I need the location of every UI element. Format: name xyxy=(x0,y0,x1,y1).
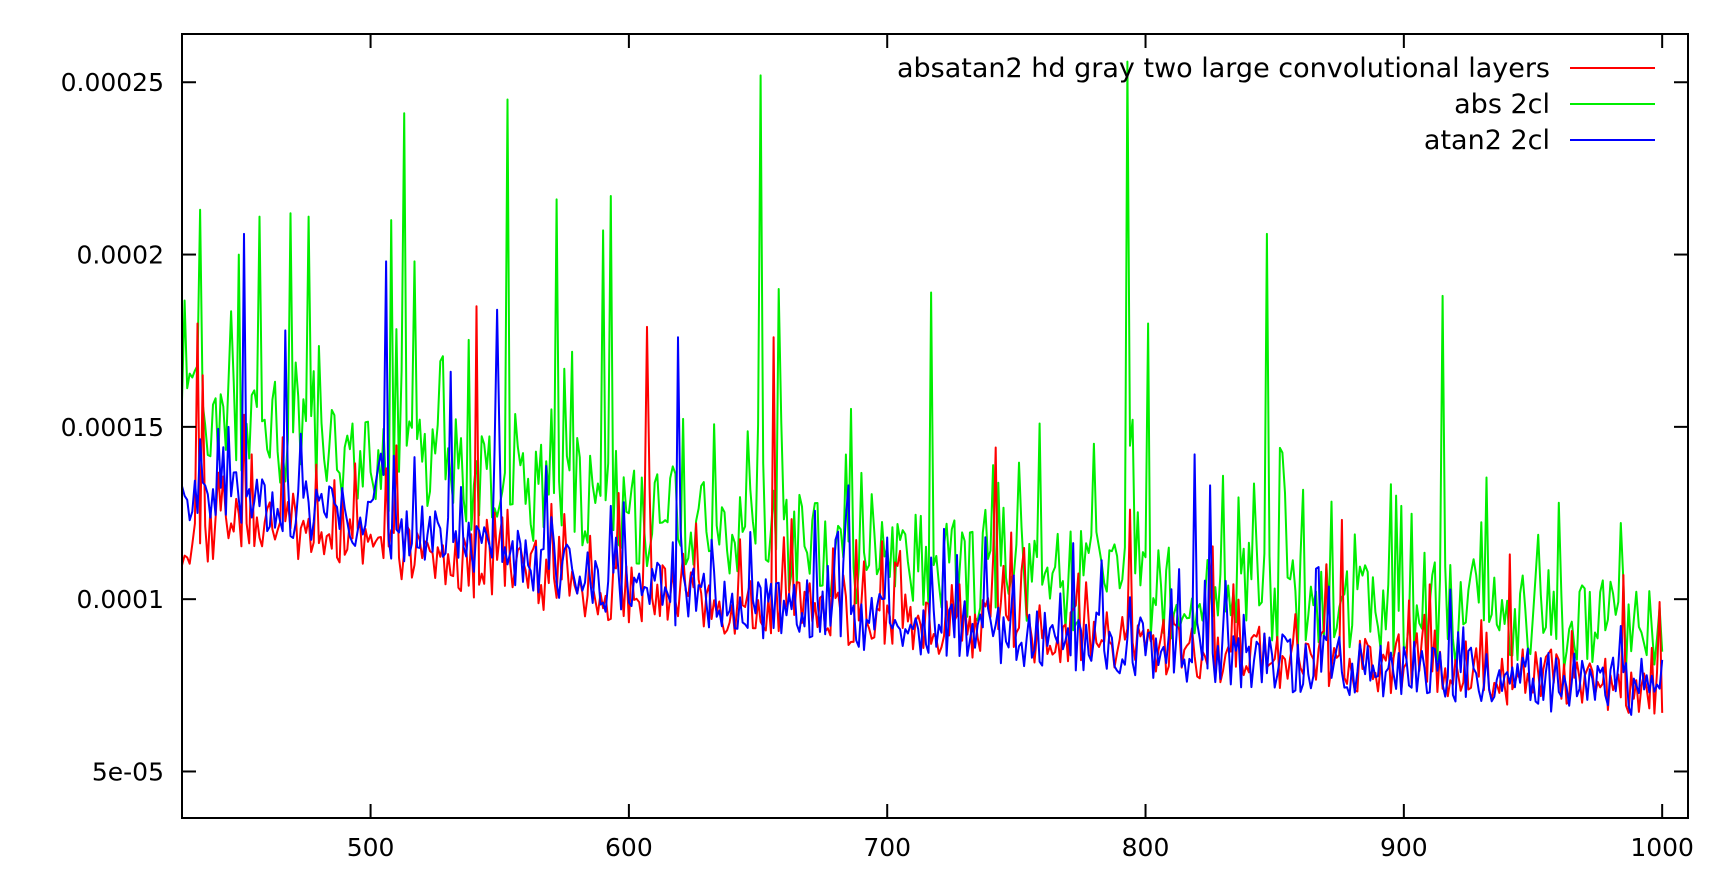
series-line xyxy=(181,232,1664,716)
x-tick-label: 900 xyxy=(1380,833,1428,862)
y-tick-label: 0.00025 xyxy=(61,68,164,97)
legend-label: abs 2cl xyxy=(1454,89,1550,120)
x-tick-label: 800 xyxy=(1122,833,1170,862)
x-tick-label: 600 xyxy=(605,833,653,862)
x-tick-label: 500 xyxy=(347,833,395,862)
x-tick-label: 700 xyxy=(863,833,911,862)
axis-ticks: 500 600 700 800 900 1000 5e-05 0.0001 0.00015 0.0… xyxy=(61,34,1694,862)
plot-area xyxy=(181,60,1664,716)
legend-label: atan2 2cl xyxy=(1424,125,1550,156)
legend: absatan2 hd gray two large convolutional… xyxy=(897,53,1655,156)
y-tick-label: 0.0002 xyxy=(77,241,164,270)
y-tick-label: 0.0001 xyxy=(77,585,164,614)
x-tick-label: 1000 xyxy=(1630,833,1694,862)
y-tick-label: 0.00015 xyxy=(61,413,164,442)
y-tick-label: 5e-05 xyxy=(92,757,164,786)
legend-label: absatan2 hd gray two large convolutional… xyxy=(897,53,1550,84)
series-line xyxy=(181,60,1664,671)
